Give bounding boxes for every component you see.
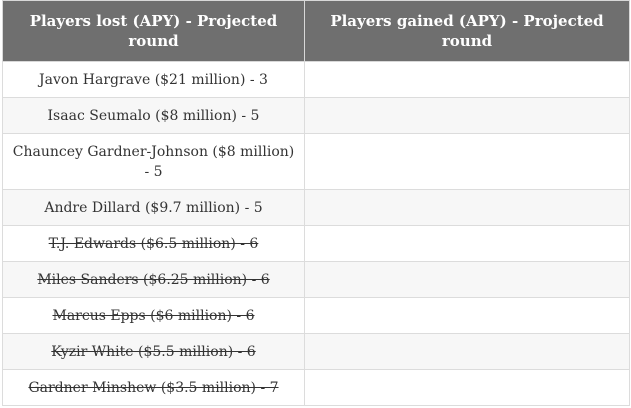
table-row: Isaac Seumalo ($8 million) - 5 xyxy=(2,97,630,134)
player-gained-cell xyxy=(304,369,630,406)
table-row: Chauncey Gardner-Johnson ($8 million) - … xyxy=(2,133,630,190)
header-players-gained: Players gained (APY) - Projected round xyxy=(304,0,630,62)
player-gained-cell xyxy=(304,133,630,190)
header-row: Players lost (APY) - Projected round Pla… xyxy=(2,0,630,62)
player-lost-cell-struck: Miles Sanders ($6.25 million) - 6 xyxy=(2,261,305,298)
player-lost-cell-struck: Gardner Minshew ($3.5 million) - 7 xyxy=(2,369,305,406)
table-row: Kyzir White ($5.5 million) - 6 xyxy=(2,333,630,370)
header-players-lost: Players lost (APY) - Projected round xyxy=(2,0,305,62)
player-lost-cell: Chauncey Gardner-Johnson ($8 million) - … xyxy=(2,133,305,190)
table-row: Miles Sanders ($6.25 million) - 6 xyxy=(2,261,630,298)
table-row: Javon Hargrave ($21 million) - 3 xyxy=(2,61,630,98)
player-gained-cell xyxy=(304,225,630,262)
player-gained-cell xyxy=(304,189,630,226)
player-gained-cell xyxy=(304,61,630,98)
table-row: Andre Dillard ($9.7 million) - 5 xyxy=(2,189,630,226)
player-gained-cell xyxy=(304,333,630,370)
player-lost-cell-struck: Kyzir White ($5.5 million) - 6 xyxy=(2,333,305,370)
player-lost-cell-struck: T.J. Edwards ($6.5 million) - 6 xyxy=(2,225,305,262)
player-lost-cell: Andre Dillard ($9.7 million) - 5 xyxy=(2,189,305,226)
player-gained-cell xyxy=(304,97,630,134)
player-lost-cell-struck: Marcus Epps ($6 million) - 6 xyxy=(2,297,305,334)
table-row: Gardner Minshew ($3.5 million) - 7 xyxy=(2,369,630,406)
table-row: Marcus Epps ($6 million) - 6 xyxy=(2,297,630,334)
table-body: Javon Hargrave ($21 million) - 3 Isaac S… xyxy=(2,61,630,406)
table-row: T.J. Edwards ($6.5 million) - 6 xyxy=(2,225,630,262)
player-lost-cell: Javon Hargrave ($21 million) - 3 xyxy=(2,61,305,98)
player-gained-cell xyxy=(304,261,630,298)
table-header: Players lost (APY) - Projected round Pla… xyxy=(2,0,630,62)
player-gained-cell xyxy=(304,297,630,334)
player-lost-cell: Isaac Seumalo ($8 million) - 5 xyxy=(2,97,305,134)
